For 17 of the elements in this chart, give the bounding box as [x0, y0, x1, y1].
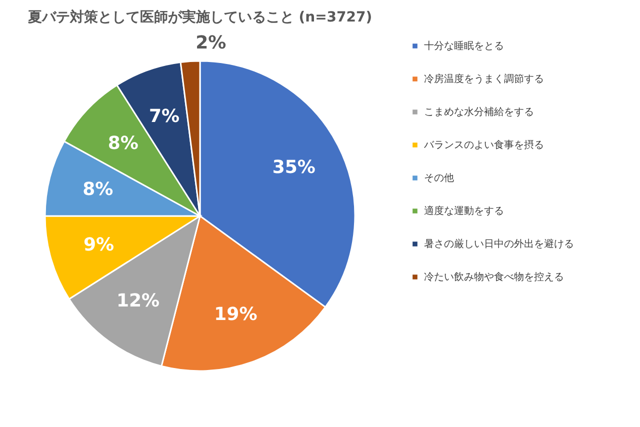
data-label: 12%	[116, 290, 160, 312]
chart-title: 夏バテ対策として医師が実施していること (n=3727)	[26, 8, 372, 26]
data-label: 9%	[84, 234, 114, 256]
data-label: 35%	[272, 157, 316, 178]
legend-label: その他	[424, 172, 454, 184]
legend-label: バランスのよい食事を摂る	[423, 139, 544, 151]
legend-label: 冷たい飲み物や食べ物を控える	[424, 271, 564, 283]
data-label: 19%	[214, 304, 258, 326]
data-label: 2%	[196, 32, 226, 54]
legend-label: こまめな水分補給をする	[424, 106, 534, 118]
data-label: 8%	[82, 178, 114, 200]
legend-label: 適度な運動をする	[424, 205, 504, 217]
data-label: 8%	[108, 132, 138, 154]
legend-label: 十分な睡眠をとる	[424, 40, 504, 52]
data-label: 7%	[149, 106, 180, 127]
legend-label: 冷房温度をうまく調節する	[424, 73, 544, 85]
legend-label: 暑さの厳しい日中の外出を避ける	[424, 238, 574, 250]
